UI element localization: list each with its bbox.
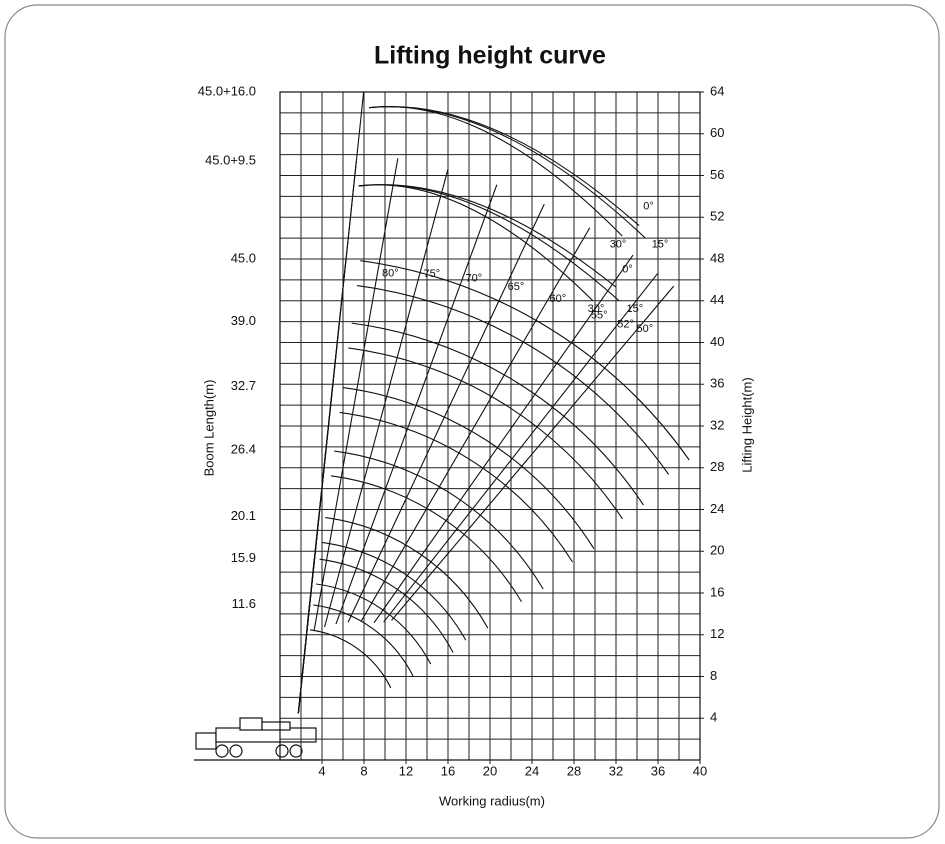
boom-length-label: 11.6: [232, 596, 256, 611]
angle-label: 50°: [637, 323, 654, 335]
x-tick-label: 36: [651, 763, 665, 778]
x-tick-label: 4: [318, 763, 325, 778]
y2-axis-label: Lifting Height(m): [739, 377, 754, 472]
jib-offset-label: 15°: [627, 303, 644, 315]
jib-offset-label: 0°: [622, 263, 633, 275]
angle-line: [392, 286, 674, 620]
x-tick-label: 28: [567, 763, 581, 778]
x-tick-label: 40: [693, 763, 707, 778]
y2-tick-label: 20: [710, 543, 724, 558]
angle-label: 75°: [423, 268, 440, 280]
jib-offset-label: 0°: [643, 201, 654, 213]
boom-length-label: 15.9: [231, 550, 256, 565]
boom-arc: [340, 412, 573, 562]
y2-tick-label: 64: [710, 83, 724, 98]
boom-length-label: 32.7: [231, 378, 256, 393]
y2-tick-label: 28: [710, 459, 724, 474]
y2-tick-label: 24: [710, 501, 724, 516]
x-tick-label: 16: [441, 763, 455, 778]
angle-label: 80°: [382, 268, 399, 280]
frame: [5, 5, 939, 838]
x-tick-label: 20: [483, 763, 497, 778]
jib-curve: [359, 185, 619, 301]
jib-offset-label: 30°: [610, 238, 627, 250]
chart-title: Lifting height curve: [374, 42, 606, 70]
x-tick-label: 24: [525, 763, 539, 778]
chart: Lifting height curve Working radius(m) B…: [0, 0, 945, 844]
x-tick-label: 32: [609, 763, 623, 778]
y2-tick-label: 16: [710, 584, 724, 599]
jib-curve: [369, 107, 639, 226]
y2-tick-label: 48: [710, 250, 724, 265]
boom-length-label: 45.0: [231, 250, 256, 265]
x-axis-label: Working radius(m): [439, 793, 545, 808]
y-axis-label: Boom Length(m): [201, 380, 216, 477]
boom-length-label: 26.4: [231, 441, 256, 456]
y2-tick-label: 32: [710, 417, 724, 432]
y2-tick-label: 60: [710, 125, 724, 140]
angle-label: 52°: [617, 318, 634, 330]
y2-tick-label: 4: [710, 710, 717, 725]
boom-length-label: 20.1: [231, 508, 256, 523]
x-tick-label: 12: [399, 763, 413, 778]
angle-line: [348, 204, 544, 622]
jib-curve: [369, 107, 622, 236]
angle-line: [336, 185, 497, 624]
y2-tick-label: 12: [710, 626, 724, 641]
boom-arc: [331, 476, 522, 602]
angle-label: 65°: [508, 281, 525, 293]
x-tick-label: 8: [360, 763, 367, 778]
boom-length-label: 45.0+16.0: [198, 83, 256, 98]
boom-arc: [313, 605, 413, 677]
jib-offset-label: 15°: [652, 238, 669, 250]
y2-tick-label: 44: [710, 292, 724, 307]
y2-tick-label: 36: [710, 376, 724, 391]
angle-label: 60°: [550, 293, 567, 305]
angle-label: 70°: [466, 273, 483, 285]
y2-tick-label: 52: [710, 209, 724, 224]
y2-tick-label: 8: [710, 668, 717, 683]
jib-offset-label: 30°: [588, 303, 605, 315]
y2-tick-label: 56: [710, 167, 724, 182]
boom-length-label: 39.0: [231, 313, 256, 328]
boom-length-label: 45.0+9.5: [205, 152, 256, 167]
y2-tick-label: 40: [710, 334, 724, 349]
